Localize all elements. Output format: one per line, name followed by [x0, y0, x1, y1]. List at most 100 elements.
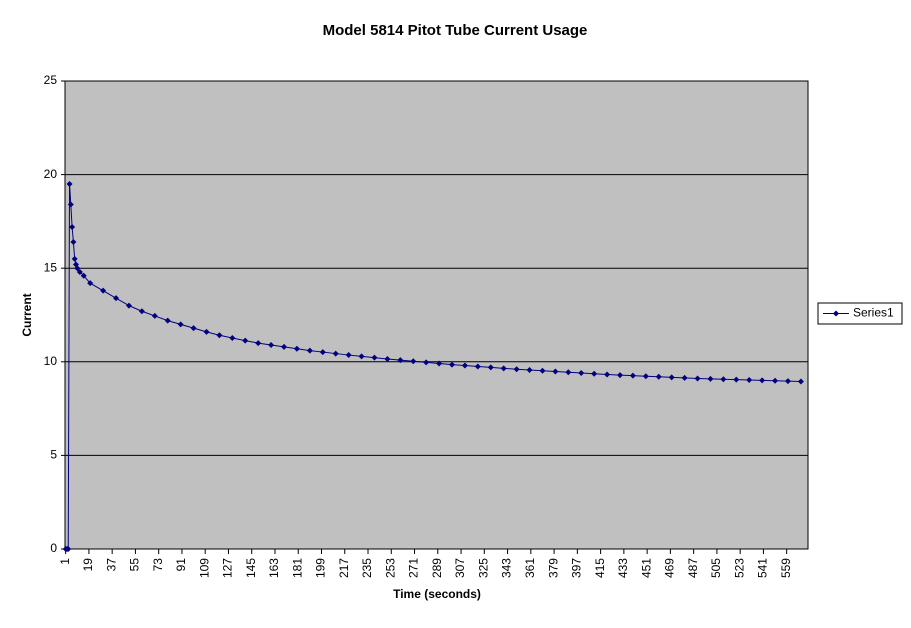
- x-tick-label: 415: [593, 558, 607, 578]
- data-point: [151, 312, 158, 319]
- x-tick-label: 523: [732, 558, 746, 578]
- data-point: [410, 358, 417, 365]
- x-tick-label: 433: [616, 558, 630, 578]
- data-point: [164, 317, 171, 324]
- x-tick-label: 145: [244, 558, 258, 578]
- data-point: [513, 366, 520, 373]
- data-point: [474, 363, 481, 370]
- data-point: [125, 302, 132, 309]
- x-tick-label: 469: [663, 558, 677, 578]
- legend-box: [817, 302, 903, 325]
- data-point: [66, 180, 73, 187]
- x-tick-label: 73: [151, 558, 165, 572]
- data-point: [733, 376, 740, 383]
- data-point: [707, 375, 714, 382]
- data-point: [71, 255, 78, 262]
- data-point: [76, 268, 83, 275]
- y-axis-label: Current: [20, 293, 34, 336]
- data-point: [759, 377, 766, 384]
- data-point: [319, 349, 326, 356]
- x-axis-label: Time (seconds): [393, 587, 481, 601]
- x-tick-label: 163: [267, 558, 281, 578]
- x-tick-label: 487: [686, 558, 700, 578]
- x-tick-label: 235: [360, 558, 374, 578]
- data-point: [526, 367, 533, 374]
- y-tick-label: 0: [50, 541, 57, 555]
- x-tick-label: 91: [174, 558, 188, 572]
- x-tick-label: 379: [546, 558, 560, 578]
- x-tick-label: 127: [221, 558, 235, 578]
- data-point: [384, 355, 391, 362]
- data-point: [358, 353, 365, 360]
- x-tick-label: 37: [104, 558, 118, 572]
- data-point: [681, 374, 688, 381]
- x-tick-label: 1: [58, 558, 72, 565]
- x-tick-label: 343: [500, 558, 514, 578]
- data-point: [293, 345, 300, 352]
- x-tick-label: 181: [290, 558, 304, 578]
- data-point: [694, 375, 701, 382]
- x-tick-label: 289: [430, 558, 444, 578]
- data-point: [268, 341, 275, 348]
- data-point: [629, 372, 636, 379]
- data-point: [746, 376, 753, 383]
- data-point: [242, 337, 249, 344]
- x-tick-label: 19: [81, 558, 95, 572]
- data-point: [449, 361, 456, 368]
- data-point: [461, 362, 468, 369]
- data-point: [138, 308, 145, 315]
- y-tick-label: 25: [44, 73, 58, 87]
- data-point: [306, 347, 313, 354]
- data-point: [74, 265, 81, 272]
- data-point: [423, 359, 430, 366]
- data-point: [177, 321, 184, 328]
- data-point: [67, 201, 74, 208]
- data-point: [203, 328, 210, 335]
- data-point: [655, 373, 662, 380]
- chart-title: Model 5814 Pitot Tube Current Usage: [323, 22, 588, 39]
- x-tick-label: 55: [128, 558, 142, 572]
- data-point: [797, 378, 804, 385]
- data-point: [539, 367, 546, 374]
- data-point: [113, 295, 120, 302]
- data-point: [190, 325, 197, 332]
- data-point: [70, 238, 77, 245]
- data-point: [642, 373, 649, 380]
- data-point: [255, 340, 262, 347]
- data-point: [720, 376, 727, 383]
- data-point: [772, 377, 779, 384]
- data-point: [371, 354, 378, 361]
- data-point: [578, 370, 585, 377]
- legend-label: Series1: [853, 306, 894, 320]
- y-tick-label: 10: [44, 354, 58, 368]
- data-point: [345, 352, 352, 359]
- y-tick-label: 5: [50, 448, 57, 462]
- data-point: [784, 378, 791, 385]
- x-tick-label: 217: [337, 558, 351, 578]
- data-point: [436, 360, 443, 367]
- data-point: [69, 224, 76, 231]
- legend-marker: [833, 310, 839, 317]
- x-tick-label: 451: [639, 558, 653, 578]
- data-point: [668, 374, 675, 381]
- data-point: [332, 350, 339, 357]
- data-point: [487, 364, 494, 371]
- x-tick-label: 361: [523, 558, 537, 578]
- x-tick-label: 541: [756, 558, 770, 578]
- data-point: [229, 335, 236, 342]
- data-point: [616, 372, 623, 379]
- x-tick-label: 397: [570, 558, 584, 578]
- y-tick-label: 15: [44, 260, 58, 274]
- data-point: [552, 368, 559, 375]
- data-point: [397, 357, 404, 364]
- data-point: [604, 371, 611, 378]
- data-point: [87, 280, 94, 287]
- x-tick-label: 325: [476, 558, 490, 578]
- data-point: [65, 546, 72, 552]
- data-point: [216, 332, 223, 339]
- plot-border: [64, 80, 809, 550]
- x-tick-label: 505: [709, 558, 723, 578]
- x-tick-label: 559: [779, 558, 793, 578]
- x-tick-label: 307: [453, 558, 467, 578]
